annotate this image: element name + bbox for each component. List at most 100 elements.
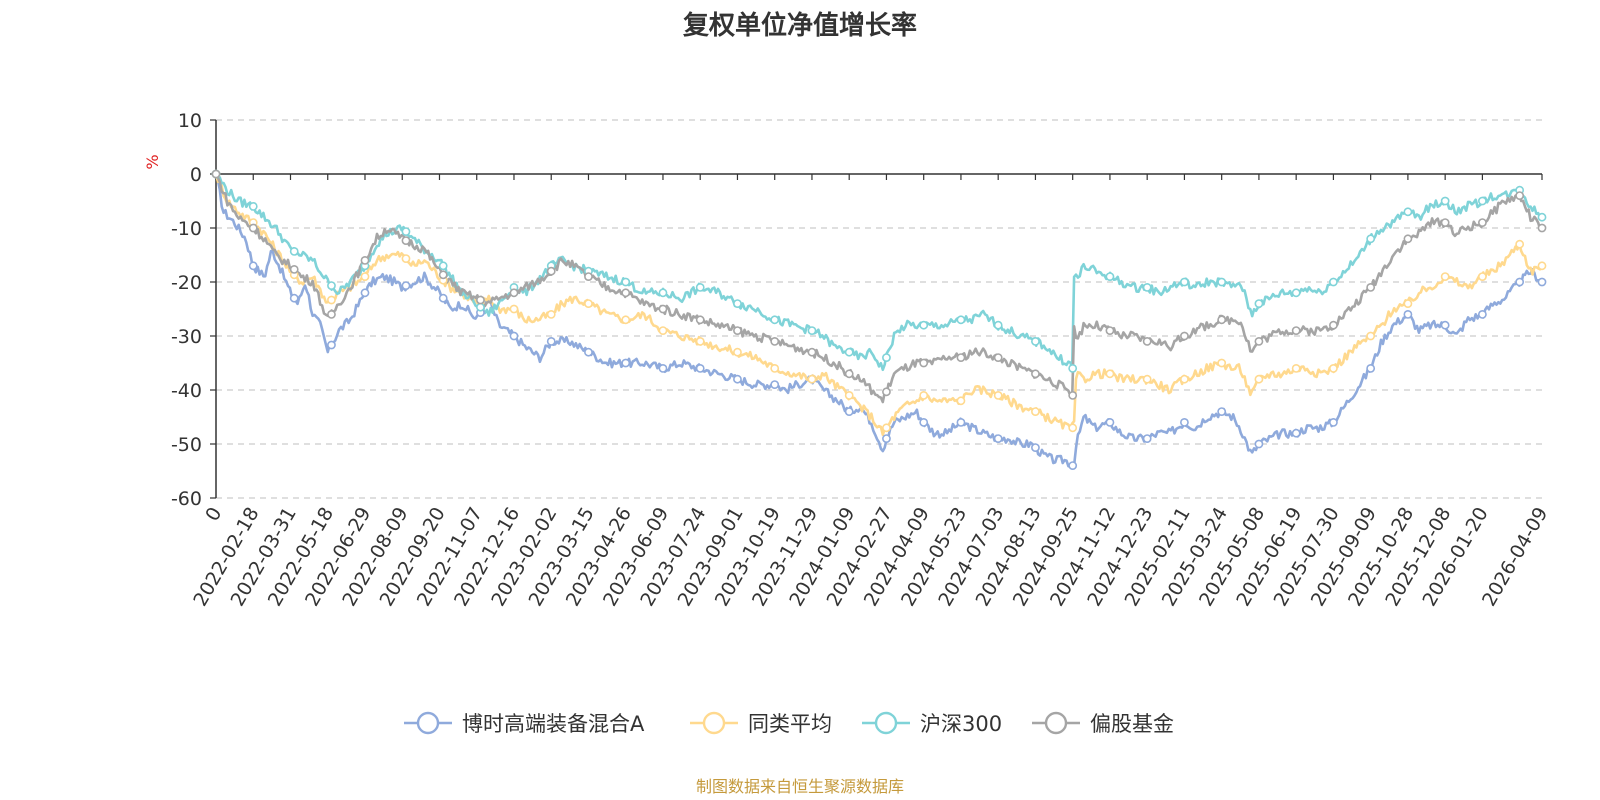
series-marker [956, 417, 966, 427]
series-markers [211, 169, 1547, 470]
series-marker [695, 282, 705, 292]
series-marker [1180, 374, 1189, 384]
series-marker [919, 320, 929, 330]
series-marker [1440, 196, 1450, 206]
series-marker [1180, 417, 1189, 427]
series-marker [438, 270, 448, 280]
series-marker [248, 223, 258, 233]
legend-item-4[interactable]: 偏股基金 [1032, 711, 1174, 736]
series-marker [993, 434, 1003, 443]
series-marker [1537, 212, 1547, 222]
series-marker [509, 288, 519, 298]
series-marker [956, 353, 966, 362]
y-tick-label: 0 [190, 164, 202, 186]
series-marker [584, 299, 593, 308]
series-marker [658, 363, 668, 373]
series-marker [1180, 277, 1189, 287]
series-marker [1403, 234, 1413, 244]
series-marker [584, 272, 593, 281]
legend-label: 博时高端装备混合A [462, 712, 645, 736]
series-marker [621, 315, 631, 325]
series-marker [956, 396, 966, 406]
series-marker [621, 277, 631, 287]
series-marker [882, 387, 891, 397]
legend-item-2[interactable]: 同类平均 [690, 711, 832, 736]
series-marker [844, 347, 854, 357]
series-marker [1329, 363, 1338, 373]
series-marker [733, 299, 742, 308]
y-tick-label: -40 [171, 380, 202, 402]
series-marker [844, 390, 854, 400]
series-marker [1291, 326, 1301, 335]
series-line-2 [214, 173, 1544, 437]
legend-marker [1044, 711, 1068, 735]
series-marker [770, 315, 780, 325]
x-tick-label: 0 [201, 504, 226, 525]
series-marker [770, 363, 780, 373]
series-marker [546, 266, 556, 276]
series-marker [844, 407, 854, 416]
series-marker [1254, 336, 1264, 346]
series-marker [1031, 336, 1040, 346]
series-marker [401, 227, 411, 236]
series-marker [1329, 277, 1338, 287]
series-marker [1291, 363, 1301, 373]
series-marker [509, 304, 519, 314]
series-marker [1105, 326, 1115, 335]
series-marker [1031, 369, 1040, 379]
series-marker [546, 336, 556, 346]
series-marker [327, 340, 336, 350]
series-marker [919, 417, 929, 427]
series-line-1 [214, 173, 1543, 468]
series-marker [546, 309, 556, 319]
y-tick-label: -50 [171, 434, 202, 456]
series-marker [621, 358, 631, 368]
series-marker [360, 272, 370, 281]
series-marker [1068, 423, 1078, 433]
series-marker [289, 293, 299, 303]
series-marker [1031, 443, 1040, 452]
series-marker [733, 374, 742, 384]
series-marker [360, 255, 370, 265]
legend-item-3[interactable]: 沪深300 [862, 711, 1002, 736]
series-lines [214, 173, 1544, 468]
series-marker [1291, 288, 1301, 298]
series-marker [1031, 407, 1040, 416]
series-marker [1217, 315, 1227, 325]
series-marker [1537, 277, 1547, 287]
series-marker [509, 331, 519, 341]
legend-label: 同类平均 [748, 712, 832, 736]
series-marker [882, 434, 891, 443]
series-marker [993, 353, 1003, 362]
legend-marker [874, 711, 898, 735]
y-tick-label: -20 [171, 272, 202, 294]
legend-label: 沪深300 [920, 712, 1002, 736]
series-marker [1515, 239, 1525, 249]
series-marker [807, 347, 817, 357]
series-marker [1478, 218, 1487, 227]
series-marker [733, 326, 742, 335]
series-marker [360, 288, 370, 298]
series-marker [919, 390, 929, 400]
data-source-note: 制图数据来自恒生聚源数据库 [696, 777, 904, 796]
legend-item-1[interactable]: 博时高端装备混合A [404, 711, 645, 736]
series-marker [1068, 363, 1078, 373]
series-marker [733, 347, 742, 357]
series-marker [327, 295, 336, 305]
y-axis-unit: % [143, 154, 162, 169]
series-marker [1105, 417, 1115, 427]
legend: 博时高端装备混合A 同类平均 沪深300 偏股基金 [404, 711, 1174, 736]
series-marker [956, 315, 966, 325]
series-marker [882, 423, 891, 433]
legend-marker [416, 711, 440, 735]
y-tick-label: -60 [171, 488, 202, 510]
series-marker [476, 295, 485, 305]
series-marker [1478, 272, 1487, 281]
series-marker [695, 315, 705, 325]
series-marker [1403, 309, 1413, 319]
series-marker [438, 293, 448, 303]
series-marker [695, 363, 705, 373]
series-marker [1366, 363, 1376, 373]
series-marker [327, 281, 336, 290]
